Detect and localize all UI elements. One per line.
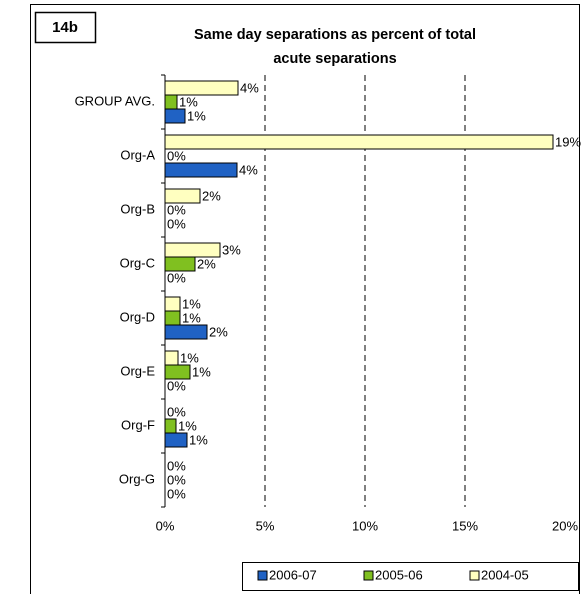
data-label: 1%	[180, 350, 199, 365]
data-label: 4%	[240, 80, 259, 95]
legend-swatch	[257, 570, 268, 581]
legend-label: 2006-07	[269, 567, 317, 582]
legend-swatch	[469, 570, 480, 581]
data-label: 0%	[167, 378, 186, 393]
bar	[164, 432, 188, 448]
legend-box	[242, 562, 579, 591]
bar	[164, 80, 239, 96]
data-label: 0%	[167, 202, 186, 217]
y-tick-label: Org-C	[120, 255, 155, 270]
data-label: 1%	[192, 364, 211, 379]
bar	[164, 324, 208, 340]
bar	[164, 94, 178, 110]
bar	[164, 418, 177, 434]
data-label: 0%	[167, 458, 186, 473]
data-label: 1%	[182, 310, 201, 325]
y-tick-label: Org-F	[121, 417, 155, 432]
bar	[164, 134, 554, 150]
y-tick-label: Org-D	[120, 309, 155, 324]
data-label: 1%	[187, 108, 206, 123]
x-tick-label: 15%	[452, 518, 478, 533]
data-label: 19%	[555, 134, 581, 149]
legend-swatch	[363, 570, 374, 581]
bar	[164, 188, 201, 204]
data-label: 0%	[167, 472, 186, 487]
data-label: 0%	[167, 404, 186, 419]
y-tick-label: Org-E	[120, 363, 155, 378]
data-label: 1%	[189, 432, 208, 447]
x-tick-label: 10%	[352, 518, 378, 533]
y-tick-label: Org-B	[120, 201, 155, 216]
data-label: 0%	[167, 148, 186, 163]
y-tick-label: Org-A	[120, 147, 155, 162]
bar	[164, 364, 191, 380]
data-label: 1%	[178, 418, 197, 433]
panel-label: 14b	[52, 19, 78, 36]
data-label: 3%	[222, 242, 241, 257]
x-tick-label: 0%	[156, 518, 175, 533]
bar	[164, 108, 186, 124]
legend-label: 2004-05	[481, 567, 529, 582]
data-label: 1%	[182, 296, 201, 311]
chart-title: Same day separations as percent of total	[194, 27, 476, 43]
x-tick-label: 20%	[552, 518, 578, 533]
bar	[164, 162, 238, 178]
data-label: 2%	[209, 324, 228, 339]
y-tick-label: Org-G	[119, 471, 155, 486]
data-label: 2%	[202, 188, 221, 203]
chart-title: acute separations	[273, 51, 396, 67]
bar	[164, 256, 196, 272]
data-label: 0%	[167, 270, 186, 285]
data-label: 2%	[197, 256, 216, 271]
x-tick-label: 5%	[256, 518, 275, 533]
bar	[164, 350, 179, 366]
data-label: 1%	[179, 94, 198, 109]
bar	[164, 310, 181, 326]
bar	[164, 296, 181, 312]
legend-label: 2005-06	[375, 567, 423, 582]
data-label: 0%	[167, 216, 186, 231]
bar	[164, 242, 221, 258]
panel-box	[34, 11, 97, 44]
data-label: 0%	[167, 486, 186, 501]
y-tick-label: GROUP AVG.	[75, 93, 155, 108]
frame	[30, 4, 580, 594]
data-label: 4%	[239, 162, 258, 177]
